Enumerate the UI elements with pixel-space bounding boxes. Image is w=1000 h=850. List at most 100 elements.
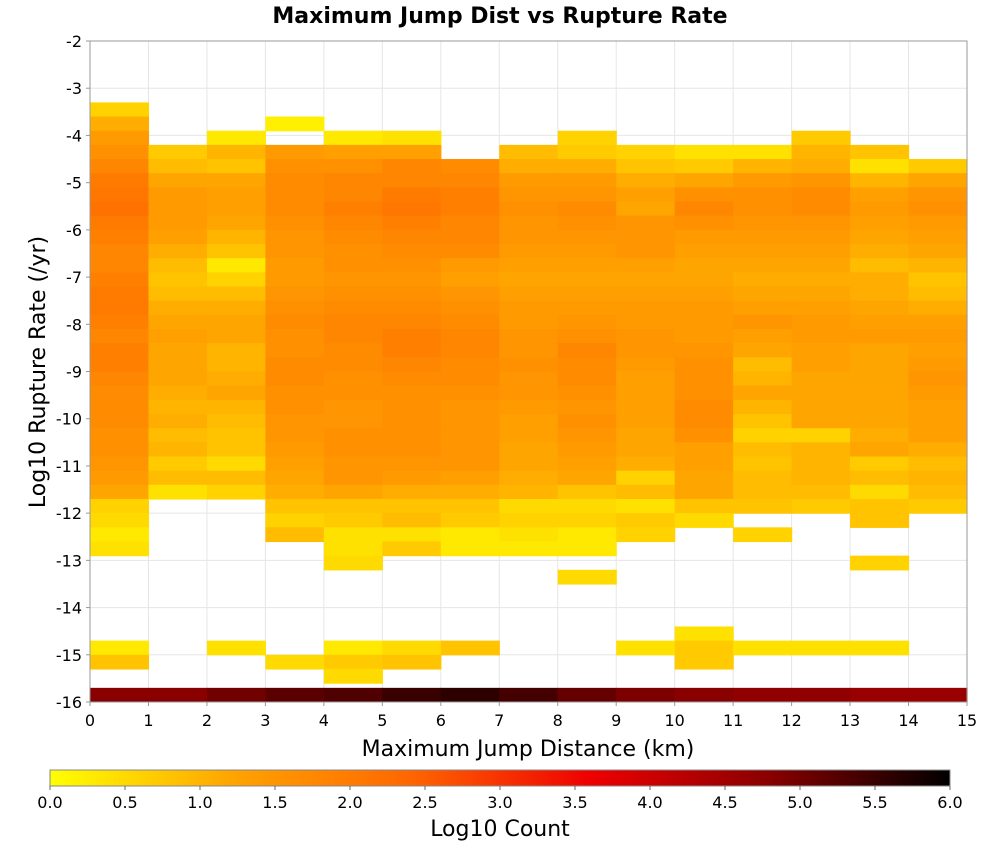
heatmap-cell xyxy=(733,385,793,401)
heatmap-cell xyxy=(791,385,851,401)
colorbar xyxy=(49,769,951,787)
heatmap-cell xyxy=(499,229,559,245)
heatmap-cell xyxy=(148,371,208,387)
heatmap-cell-bottom-band xyxy=(323,687,383,702)
heatmap-cell xyxy=(90,187,150,203)
heatmap-cell xyxy=(382,272,442,288)
heatmap-cell xyxy=(850,428,910,443)
heatmap-cell xyxy=(382,456,442,472)
heatmap-cell xyxy=(90,229,150,245)
heatmap-cell xyxy=(148,428,208,443)
heatmap-cell xyxy=(148,357,208,373)
heatmap-cell xyxy=(323,272,383,288)
heatmap-cell xyxy=(908,286,968,302)
heatmap-cell xyxy=(616,329,676,344)
heatmap-cell xyxy=(908,229,968,245)
heatmap-cell xyxy=(908,399,968,415)
heatmap-cell xyxy=(206,130,266,146)
heatmap-cell xyxy=(499,159,559,174)
heatmap-cell xyxy=(616,286,676,302)
heatmap-cell xyxy=(90,159,150,174)
heatmap-cell xyxy=(440,385,500,401)
heatmap-cell xyxy=(382,144,442,160)
x-tick-label: 13 xyxy=(840,711,860,730)
heatmap-cell xyxy=(265,498,325,514)
heatmap-cell xyxy=(440,399,500,415)
x-tick-label: 9 xyxy=(611,711,621,730)
heatmap-cell xyxy=(382,130,442,146)
heatmap-cell xyxy=(850,371,910,387)
heatmap-cell xyxy=(499,513,559,528)
heatmap-cell xyxy=(733,272,793,288)
heatmap-cell xyxy=(616,314,676,330)
heatmap-cell xyxy=(908,187,968,203)
colorbar-tick-label: 4.0 xyxy=(637,793,662,812)
heatmap-cell xyxy=(265,654,325,670)
heatmap-cell xyxy=(850,484,910,500)
heatmap-cell xyxy=(850,385,910,401)
heatmap-cell xyxy=(90,470,150,486)
colorbar-tick-label: 6.0 xyxy=(937,793,962,812)
plot-area xyxy=(89,40,968,703)
heatmap-cell xyxy=(148,187,208,203)
heatmap-cell xyxy=(674,173,734,188)
heatmap-cell xyxy=(674,314,734,330)
heatmap-cell xyxy=(616,144,676,160)
heatmap-cell-bottom-band xyxy=(265,687,325,702)
colorbar-tick-label: 4.5 xyxy=(712,793,737,812)
heatmap-cell xyxy=(206,343,266,358)
heatmap-cell xyxy=(616,357,676,373)
heatmap-cell-bottom-band xyxy=(440,687,500,702)
x-tick-label: 6 xyxy=(436,711,446,730)
heatmap-cell xyxy=(148,144,208,160)
heatmap-cell xyxy=(908,244,968,259)
heatmap-cell xyxy=(323,215,383,231)
y-tick-label: -8 xyxy=(66,315,82,334)
heatmap-cell xyxy=(323,484,383,500)
heatmap-cell xyxy=(440,357,500,373)
heatmap-cell xyxy=(733,428,793,443)
heatmap-cell xyxy=(908,159,968,174)
y-tick-label: -5 xyxy=(66,174,82,193)
heatmap-cell xyxy=(206,470,266,486)
heatmap-cell xyxy=(265,399,325,415)
heatmap-cell xyxy=(90,498,150,514)
heatmap-cell xyxy=(323,385,383,401)
heatmap-cell xyxy=(791,329,851,344)
y-axis-ticks: -2 -3 -4 -5 -6 -7 -8 -9 -10 -11 -12 -13 -14 -15 -16 xyxy=(56,32,90,712)
heatmap-cell xyxy=(323,456,383,472)
heatmap-cell xyxy=(440,286,500,302)
heatmap-cell xyxy=(265,484,325,500)
heatmap-cell xyxy=(850,215,910,231)
y-tick-label: -4 xyxy=(66,126,82,145)
heatmap-cell xyxy=(557,413,617,429)
heatmap-cell xyxy=(265,159,325,174)
y-tick-label: -2 xyxy=(66,32,82,51)
heatmap-cell xyxy=(265,428,325,443)
heatmap-cell xyxy=(323,286,383,302)
heatmap-cell xyxy=(791,187,851,203)
heatmap-cell xyxy=(850,456,910,472)
heatmap-cell xyxy=(440,640,500,656)
heatmap-cell xyxy=(557,286,617,302)
heatmap-cell xyxy=(90,385,150,401)
heatmap-cell xyxy=(674,286,734,302)
heatmap-cell xyxy=(499,399,559,415)
y-tick-label: -12 xyxy=(56,504,82,523)
heatmap-cell xyxy=(323,470,383,486)
heatmap-cell xyxy=(850,144,910,160)
heatmap-cell xyxy=(382,470,442,486)
heatmap-cell xyxy=(90,343,150,358)
heatmap-cell xyxy=(323,343,383,358)
heatmap-cell xyxy=(674,626,734,642)
heatmap-cell xyxy=(148,159,208,174)
heatmap-cell xyxy=(440,470,500,486)
heatmap-cell xyxy=(382,201,442,217)
heatmap-cell xyxy=(382,258,442,273)
heatmap-cell xyxy=(323,258,383,273)
heatmap-cell xyxy=(557,201,617,217)
heatmap-cell xyxy=(791,470,851,486)
heatmap-cell xyxy=(557,229,617,245)
heatmap-cell xyxy=(499,428,559,443)
